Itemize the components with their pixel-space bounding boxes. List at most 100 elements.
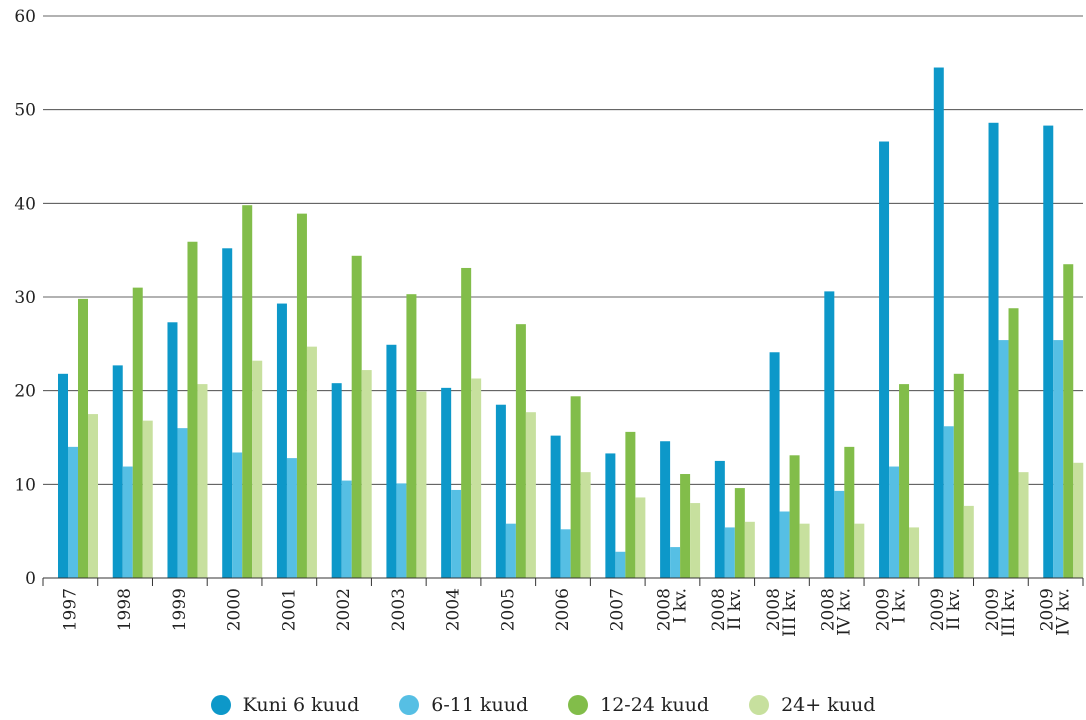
bar <box>505 523 516 578</box>
bar <box>724 527 735 578</box>
bar <box>451 489 462 578</box>
y-tick-label: 60 <box>14 7 36 27</box>
bar <box>461 267 472 578</box>
bar <box>714 460 725 578</box>
x-tick-label: 2007 <box>608 588 628 631</box>
bar <box>635 497 646 578</box>
x-tick-label: 2008 <box>654 588 674 631</box>
bar <box>909 527 920 578</box>
bar <box>844 446 855 578</box>
x-tick-label: II kv. <box>725 588 745 630</box>
legend-item-1: 6-11 kuud <box>399 694 528 716</box>
bar <box>471 378 482 578</box>
x-tick-label: IV kv. <box>1054 588 1074 636</box>
bar <box>252 360 263 578</box>
y-tick-label: 50 <box>14 101 36 121</box>
x-tick-label: 2004 <box>444 588 464 631</box>
x-tick-label: 2000 <box>225 588 245 631</box>
bar <box>963 505 974 578</box>
bar <box>341 480 352 578</box>
x-tick-label: 2002 <box>334 588 354 631</box>
bar <box>1053 340 1064 578</box>
x-tick-label: 2009 <box>983 588 1003 631</box>
x-tick-label: 1997 <box>60 588 80 631</box>
bar <box>799 523 810 578</box>
bar <box>744 521 755 578</box>
bar <box>879 141 890 578</box>
bar <box>296 213 307 579</box>
x-tick-label: I kv. <box>670 588 690 623</box>
bar <box>570 396 581 578</box>
bar <box>670 547 681 578</box>
legend-swatch-2 <box>568 695 589 715</box>
x-tick-label: 2009 <box>873 588 893 631</box>
legend-label-1: 6-11 kuud <box>431 694 529 716</box>
bar <box>605 453 616 578</box>
legend-label-0: Kuni 6 kuud <box>242 694 360 716</box>
bar <box>625 431 636 578</box>
bar <box>68 446 78 578</box>
bar <box>933 67 944 579</box>
bar <box>834 490 845 578</box>
bar <box>167 322 178 578</box>
bar <box>177 428 188 578</box>
bar <box>441 387 452 578</box>
legend-item-0: Kuni 6 kuud <box>210 694 360 716</box>
x-tick-label: IV kv. <box>835 588 855 636</box>
bar <box>406 294 417 578</box>
x-tick-label: 2008 <box>764 588 784 631</box>
bar <box>386 344 397 578</box>
x-tick-label: 2009 <box>1038 588 1058 631</box>
bar <box>899 384 910 578</box>
bar <box>690 503 701 578</box>
bar <box>58 373 68 578</box>
bar-chart: 0 10 20 30 40 50 60 1997 1998 1999 2000 2001 2002 200… <box>14 7 1084 637</box>
legend-item-3: 24+ kuud <box>749 694 875 716</box>
x-tick-label: 2005 <box>498 588 518 631</box>
bar <box>495 404 506 578</box>
bar <box>660 441 671 578</box>
x-tick-label: 1998 <box>115 588 135 631</box>
bar <box>306 346 317 578</box>
x-tick-label: 2001 <box>279 588 299 631</box>
bar <box>142 420 153 578</box>
bar <box>680 474 691 578</box>
bar <box>560 529 571 578</box>
bar <box>525 412 536 578</box>
bar <box>734 488 745 578</box>
bar <box>351 255 362 578</box>
bar <box>78 298 88 578</box>
bar <box>132 287 143 578</box>
x-tick-label: 2003 <box>389 588 409 631</box>
bar <box>232 452 243 578</box>
bar <box>1018 472 1029 578</box>
legend-label-2: 12-24 kuud <box>600 694 710 716</box>
y-tick-label: 10 <box>14 475 36 495</box>
x-tick-label: 2008 <box>819 588 839 631</box>
x-tick-label: 1999 <box>170 588 190 631</box>
bar <box>889 466 900 578</box>
bar <box>276 303 287 578</box>
bar <box>515 324 526 578</box>
x-tick-label: 2008 <box>709 588 729 631</box>
bar <box>222 248 233 578</box>
y-tick-label: 40 <box>14 194 36 214</box>
bar <box>286 458 297 578</box>
bar <box>769 352 780 578</box>
bar <box>361 370 372 578</box>
bar <box>943 426 954 578</box>
legend-swatch-0 <box>210 695 231 715</box>
bar <box>988 122 999 578</box>
bar <box>1008 308 1019 578</box>
bar <box>416 391 427 578</box>
x-tick-label: 2006 <box>553 588 573 631</box>
legend-item-2: 12-24 kuud <box>568 694 709 716</box>
bar <box>112 365 123 578</box>
bar <box>580 472 591 578</box>
x-tick-label: III kv. <box>999 588 1019 637</box>
y-tick-label: 0 <box>25 569 36 589</box>
bar <box>615 551 626 578</box>
bar <box>550 435 561 578</box>
bar <box>789 455 800 578</box>
bar <box>242 205 253 578</box>
